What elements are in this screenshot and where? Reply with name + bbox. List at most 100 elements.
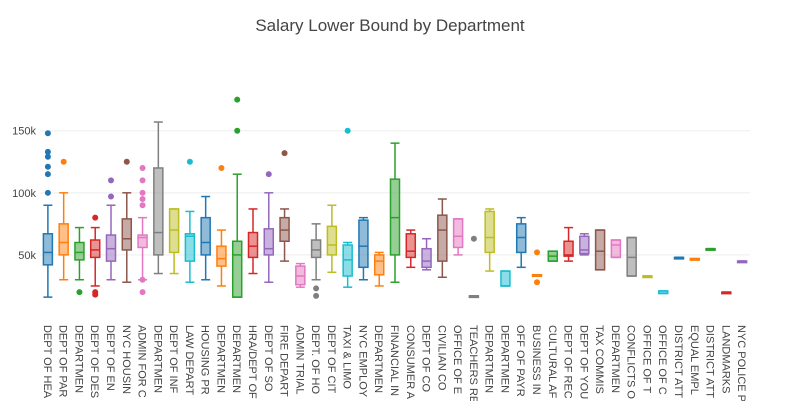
box-iqr[interactable] xyxy=(373,254,385,276)
outlier-point[interactable] xyxy=(108,177,114,184)
outlier-point[interactable] xyxy=(76,289,83,296)
boxes-layer[interactable] xyxy=(42,96,748,299)
box-group[interactable] xyxy=(279,150,290,262)
box-group[interactable] xyxy=(594,229,606,271)
box-iqr[interactable] xyxy=(153,167,164,256)
box-iqr[interactable] xyxy=(184,233,196,262)
box-group[interactable] xyxy=(216,164,227,287)
box-iqr[interactable] xyxy=(216,245,227,267)
box-group[interactable] xyxy=(74,226,85,296)
outlier-point[interactable] xyxy=(218,164,225,171)
box-group[interactable] xyxy=(563,226,574,262)
box-iqr[interactable] xyxy=(231,240,243,298)
box-group[interactable] xyxy=(736,260,748,264)
box-iqr[interactable] xyxy=(405,233,417,259)
box-iqr[interactable] xyxy=(58,223,69,256)
box-iqr[interactable] xyxy=(610,239,622,259)
box-iqr[interactable] xyxy=(563,240,574,257)
box-iqr[interactable] xyxy=(263,228,275,256)
box-group[interactable] xyxy=(326,204,338,274)
outlier-point[interactable] xyxy=(123,158,130,165)
outlier-point[interactable] xyxy=(44,153,51,160)
outlier-point[interactable] xyxy=(139,276,146,283)
outlier-point[interactable] xyxy=(534,279,540,286)
box-group[interactable] xyxy=(168,208,180,275)
box-group[interactable] xyxy=(342,127,353,288)
box-group[interactable] xyxy=(247,208,259,275)
outlier-point[interactable] xyxy=(139,202,146,209)
box-group[interactable] xyxy=(358,216,369,281)
box-group[interactable] xyxy=(642,275,653,279)
outlier-point[interactable] xyxy=(470,235,477,242)
box-group[interactable] xyxy=(437,198,448,279)
box-group[interactable] xyxy=(263,171,275,283)
box-group[interactable] xyxy=(310,223,322,299)
outlier-point[interactable] xyxy=(234,127,241,134)
box-iqr[interactable] xyxy=(42,233,54,266)
box-group[interactable] xyxy=(405,229,417,269)
box-group[interactable] xyxy=(295,262,306,288)
box-group[interactable] xyxy=(153,121,164,275)
box-iqr[interactable] xyxy=(358,219,369,269)
outlier-point[interactable] xyxy=(44,163,51,170)
box-group[interactable] xyxy=(673,256,685,260)
box-group[interactable] xyxy=(373,251,385,287)
box-group[interactable] xyxy=(484,208,495,272)
outlier-point[interactable] xyxy=(313,292,320,299)
box-group[interactable] xyxy=(58,158,69,281)
box-group[interactable] xyxy=(184,158,196,283)
outlier-point[interactable] xyxy=(534,249,540,256)
box-group[interactable] xyxy=(500,270,511,287)
box-group[interactable] xyxy=(200,195,211,281)
box-iqr[interactable] xyxy=(500,270,511,287)
box-iqr[interactable] xyxy=(594,229,606,271)
box-iqr[interactable] xyxy=(74,241,85,261)
box-iqr[interactable] xyxy=(326,225,338,256)
box-group[interactable] xyxy=(137,164,148,296)
box-group[interactable] xyxy=(452,218,464,256)
box-group[interactable] xyxy=(89,214,101,298)
box-group[interactable] xyxy=(468,235,480,299)
box-group[interactable] xyxy=(579,233,590,256)
box-iqr[interactable] xyxy=(484,210,495,254)
box-iqr[interactable] xyxy=(247,231,259,259)
outlier-point[interactable] xyxy=(265,171,272,178)
outlier-point[interactable] xyxy=(44,148,51,155)
box-group[interactable] xyxy=(531,249,543,286)
box-iqr[interactable] xyxy=(89,239,101,259)
box-group[interactable] xyxy=(721,291,732,295)
outlier-point[interactable] xyxy=(108,193,114,200)
outlier-point[interactable] xyxy=(44,171,51,178)
outlier-point[interactable] xyxy=(139,164,146,171)
outlier-point[interactable] xyxy=(313,285,320,292)
outlier-point[interactable] xyxy=(139,289,146,296)
box-group[interactable] xyxy=(121,158,133,283)
box-group[interactable] xyxy=(421,238,432,271)
outlier-point[interactable] xyxy=(344,127,351,134)
box-iqr[interactable] xyxy=(452,218,464,249)
box-group[interactable] xyxy=(705,247,716,251)
outlier-point[interactable] xyxy=(234,96,241,103)
box-iqr[interactable] xyxy=(137,234,148,249)
outlier-point[interactable] xyxy=(281,150,288,157)
box-group[interactable] xyxy=(610,239,622,259)
box-group[interactable] xyxy=(626,236,637,277)
box-group[interactable] xyxy=(105,177,117,281)
box-group[interactable] xyxy=(515,216,527,269)
outlier-point[interactable] xyxy=(139,189,146,196)
outlier-point[interactable] xyxy=(139,196,146,203)
outlier-point[interactable] xyxy=(92,214,99,221)
box-iqr[interactable] xyxy=(200,216,211,256)
box-iqr[interactable] xyxy=(121,218,133,251)
outlier-point[interactable] xyxy=(92,291,99,298)
outlier-point[interactable] xyxy=(44,189,51,196)
box-iqr[interactable] xyxy=(579,235,590,255)
outlier-point[interactable] xyxy=(60,158,67,165)
box-group[interactable] xyxy=(42,130,54,298)
box-group[interactable] xyxy=(389,142,401,283)
outlier-point[interactable] xyxy=(44,130,51,137)
box-group[interactable] xyxy=(657,290,669,295)
outlier-point[interactable] xyxy=(186,158,193,165)
box-group[interactable] xyxy=(231,96,243,298)
box-group[interactable] xyxy=(689,257,701,261)
